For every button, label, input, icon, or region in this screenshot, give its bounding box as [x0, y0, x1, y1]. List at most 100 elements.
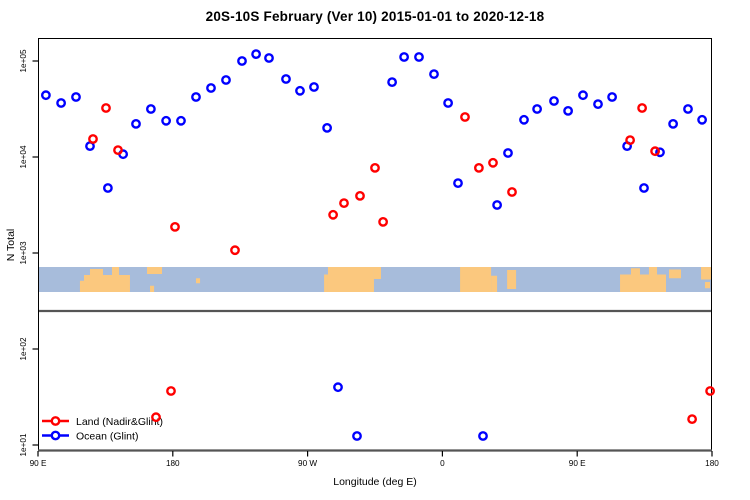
x-tick-label: 90 E	[30, 459, 47, 468]
data-point-land	[378, 216, 388, 227]
data-point-ocean	[41, 90, 51, 101]
data-point-ocean	[532, 104, 542, 114]
y-axis-label: N Total	[5, 228, 17, 262]
map-strip-land	[83, 275, 130, 292]
data-point-ocean	[593, 99, 603, 110]
map-strip-land	[79, 280, 84, 292]
x-tick-label: 90 W	[298, 459, 317, 468]
map-strip-land	[373, 267, 381, 279]
map-strip-land	[507, 270, 517, 289]
data-point-land	[370, 162, 380, 173]
legend-label: Land (Nadir&Glint)	[76, 416, 163, 428]
data-point-ocean	[453, 178, 463, 189]
data-point-land	[113, 145, 123, 156]
data-point-ocean	[492, 200, 502, 210]
y-tick-label: 1e+02	[19, 337, 28, 360]
data-point-ocean	[145, 104, 156, 114]
map-strip-land	[111, 267, 120, 275]
data-point-ocean	[333, 382, 343, 393]
data-point-ocean	[56, 98, 66, 108]
data-point-land	[460, 112, 470, 122]
data-point-ocean	[281, 74, 291, 84]
data-point-ocean	[697, 114, 707, 125]
x-tick-label: 90 E	[569, 459, 586, 468]
map-strip-land	[669, 269, 681, 279]
map-strip-land	[701, 267, 712, 280]
data-point-ocean	[237, 56, 247, 66]
data-point-ocean	[429, 69, 439, 80]
legend-label: Ocean (Glint)	[76, 430, 138, 442]
chart-title: 20S-10S February (Ver 10) 2015-01-01 to …	[205, 9, 545, 24]
x-tick-label: 180	[705, 459, 719, 468]
data-point-ocean	[71, 92, 81, 102]
data-point-ocean	[639, 183, 649, 193]
data-point-land	[488, 157, 498, 168]
x-axis-label: Longitude (deg E)	[333, 476, 417, 488]
data-point-land	[328, 209, 338, 220]
data-point-ocean	[295, 85, 305, 96]
data-point-ocean	[264, 53, 274, 63]
data-point-ocean	[322, 123, 332, 133]
data-point-ocean	[176, 115, 186, 126]
data-point-ocean	[655, 147, 665, 158]
data-point-land	[230, 245, 240, 256]
data-point-land	[650, 146, 660, 157]
data-point-land	[637, 103, 647, 113]
map-strip-land	[89, 269, 104, 275]
map-strip-land	[704, 282, 711, 289]
data-point-ocean	[221, 75, 231, 85]
data-point-ocean	[549, 96, 559, 106]
y-tick-label: 1e+01	[19, 433, 28, 456]
map-strip-land	[648, 267, 658, 275]
data-point-ocean	[309, 82, 319, 92]
data-point-ocean	[399, 52, 409, 62]
data-point-ocean	[387, 77, 397, 88]
map-strip-land	[460, 267, 492, 292]
map-strip-land	[196, 278, 201, 284]
data-point-ocean	[503, 148, 513, 158]
data-point-ocean	[251, 49, 262, 59]
data-point-ocean	[607, 92, 617, 102]
data-point-ocean	[578, 90, 588, 101]
map-strip-land	[491, 275, 498, 292]
data-point-land	[473, 162, 484, 173]
data-point-ocean	[443, 98, 453, 108]
data-point-ocean	[352, 431, 362, 441]
y-tick-label: 1e+03	[19, 241, 28, 264]
data-point-ocean	[206, 83, 216, 93]
legend-marker-icon	[50, 416, 61, 426]
data-point-land	[339, 198, 349, 209]
x-tick-label: 180	[166, 459, 180, 468]
map-strip-land	[150, 285, 155, 292]
data-point-land	[507, 187, 517, 197]
map-strip-land	[327, 267, 374, 292]
y-tick-label: 1e+05	[19, 49, 28, 72]
data-point-land	[170, 221, 180, 232]
map-strip-land	[324, 274, 328, 292]
data-point-ocean	[414, 52, 424, 62]
data-point-ocean	[668, 119, 678, 129]
data-point-ocean	[161, 115, 172, 126]
data-point-ocean	[683, 104, 693, 114]
map-strip-land	[147, 267, 163, 274]
data-point-land	[101, 103, 111, 113]
data-point-land	[355, 190, 365, 201]
y-tick-label: 1e+04	[19, 145, 28, 168]
data-point-land	[625, 135, 635, 146]
map-strip-land	[620, 274, 667, 292]
data-point-ocean	[131, 119, 141, 129]
data-point-land	[705, 386, 715, 396]
x-tick-label: 0	[440, 459, 445, 468]
data-point-land	[88, 134, 98, 144]
data-point-ocean	[478, 431, 488, 441]
data-point-ocean	[191, 92, 201, 102]
data-point-ocean	[103, 183, 113, 193]
data-point-land	[151, 412, 161, 423]
data-point-land	[166, 386, 176, 396]
legend-marker-icon	[50, 430, 61, 441]
data-point-ocean	[563, 106, 573, 116]
data-point-land	[687, 414, 697, 424]
map-strip-land	[630, 268, 640, 275]
